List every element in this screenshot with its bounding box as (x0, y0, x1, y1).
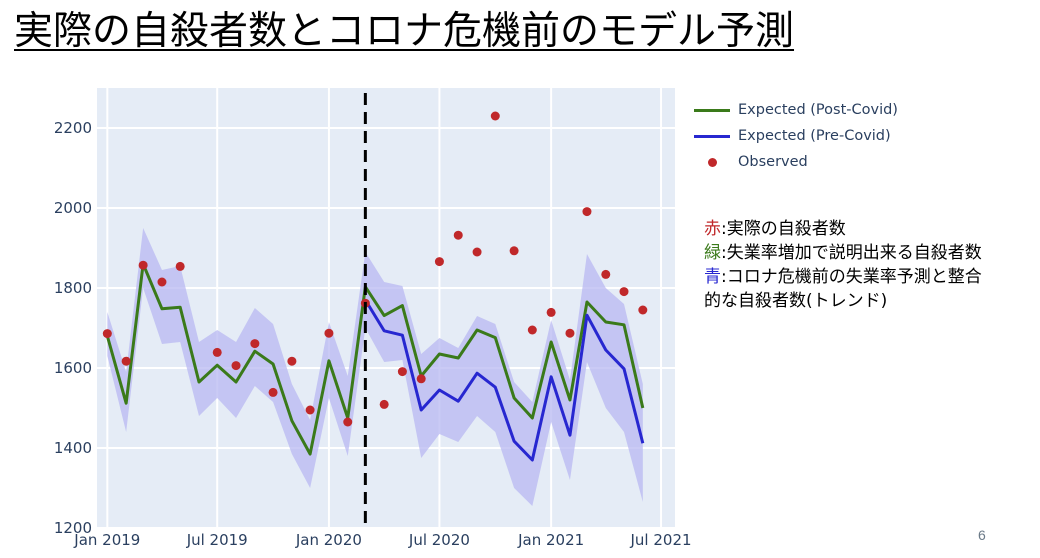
legend-label-observed: Observed (738, 154, 808, 170)
observed-point (138, 260, 148, 270)
observed-point (231, 361, 241, 371)
observed-point (434, 257, 444, 267)
y-axis-ticks: 1200 1400 1600 1800 2000 2200 (54, 119, 92, 537)
note-blue: 青:コロナ危機前の失業率予測と整合 (704, 265, 1036, 289)
legend-label-pre-covid: Expected (Pre-Covid) (738, 128, 891, 144)
observed-point (453, 230, 463, 240)
observed-point (397, 367, 407, 377)
legend-swatch-post-covid (692, 97, 732, 123)
legend-swatch-observed (692, 149, 732, 175)
legend-line-post-covid (694, 108, 730, 112)
legend-item-pre-covid[interactable]: Expected (Pre-Covid) (692, 123, 898, 149)
note-red-text: :実際の自殺者数 (721, 219, 846, 239)
series-lines (105, 262, 645, 462)
x-axis-ticks: Jan 2019 Jul 2019 Jan 2020 Jul 2020 Jan 2021… (73, 531, 691, 549)
note-blue-key: 青 (704, 267, 721, 287)
observed-point (343, 417, 353, 427)
y-tick-label: 1200 (54, 519, 92, 537)
note-red-key: 赤 (704, 219, 721, 239)
x-tick-label: Jul 2021 (630, 531, 692, 549)
observed-point (601, 269, 611, 279)
observed-point (250, 339, 260, 349)
observed-point (212, 347, 222, 357)
y-tick-label: 2000 (54, 199, 92, 217)
note-green-text: :失業率増加で説明出来る自殺者数 (721, 243, 982, 263)
annotation-notes: 赤:実際の自殺者数 緑:失業率増加で説明出来る自殺者数 青:コロナ危機前の失業率… (704, 217, 1036, 313)
observed-point (619, 287, 629, 297)
series-line-pre-covid (364, 299, 645, 462)
legend: Expected (Post-Covid) Expected (Pre-Covi… (692, 97, 898, 175)
observed-point (416, 374, 426, 384)
legend-item-observed[interactable]: Observed (692, 149, 898, 175)
note-blue-text: :コロナ危機前の失業率予測と整合 (721, 267, 982, 287)
observed-point (582, 207, 592, 217)
slide-title: 実際の自殺者数とコロナ危機前のモデル予測 (14, 9, 795, 54)
observed-point (157, 277, 167, 287)
observed-point (287, 356, 297, 366)
note-red: 赤:実際の自殺者数 (704, 217, 1036, 241)
page-number: 6 (978, 527, 986, 543)
legend-dot-observed (707, 157, 717, 167)
observed-point (490, 111, 500, 121)
observed-point (527, 325, 537, 335)
observed-point (305, 405, 315, 415)
note-green: 緑:失業率増加で説明出来る自殺者数 (704, 241, 1036, 265)
y-tick-label: 1600 (54, 359, 92, 377)
legend-item-post-covid[interactable]: Expected (Post-Covid) (692, 97, 898, 123)
x-tick-label: Jul 2019 (186, 531, 248, 549)
note-blue-continued-text: 的な自殺者数(トレンド) (704, 291, 888, 311)
y-tick-label: 1400 (54, 439, 92, 457)
observed-point (546, 307, 556, 317)
observed-point (638, 305, 648, 315)
x-tick-label: Jul 2020 (408, 531, 470, 549)
legend-line-pre-covid (694, 134, 730, 138)
y-tick-label: 1800 (54, 279, 92, 297)
legend-swatch-pre-covid (692, 123, 732, 149)
series-line-post-covid (105, 262, 645, 456)
observed-point (121, 356, 131, 366)
confidence-band-area (107, 228, 643, 506)
note-blue-continued: 的な自殺者数(トレンド) (704, 289, 1036, 313)
observed-point (102, 329, 112, 339)
observed-point (509, 246, 519, 256)
observed-point (324, 328, 334, 338)
x-tick-label: Jan 2019 (73, 531, 140, 549)
confidence-band (107, 228, 643, 506)
y-tick-label: 2200 (54, 119, 92, 137)
x-tick-label: Jan 2020 (295, 531, 362, 549)
note-green-key: 緑 (704, 243, 721, 263)
observed-markers (102, 111, 648, 427)
gridlines (97, 88, 675, 529)
observed-point (379, 399, 389, 409)
observed-point (472, 247, 482, 257)
observed-point (268, 387, 278, 397)
legend-label-post-covid: Expected (Post-Covid) (738, 102, 898, 118)
x-tick-label: Jan 2021 (517, 531, 584, 549)
observed-point (175, 261, 185, 271)
observed-point (565, 328, 575, 338)
